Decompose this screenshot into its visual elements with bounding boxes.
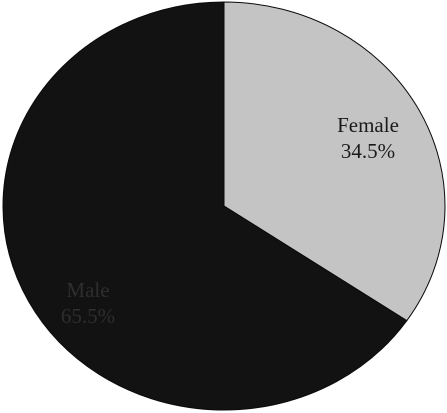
slice-label-male: Male 65.5% [61, 278, 115, 328]
slice-category-text: Female [337, 113, 399, 137]
slice-percent-text: 34.5% [341, 139, 395, 163]
pie-slice-female [223, 1, 446, 322]
pie-slice-male [2, 1, 408, 411]
pie-labels: Female 34.5% Male 65.5% [61, 113, 399, 328]
slice-percent-text: 65.5% [61, 304, 115, 328]
slice-label-female: Female 34.5% [337, 113, 399, 163]
slice-category-text: Male [66, 278, 109, 302]
